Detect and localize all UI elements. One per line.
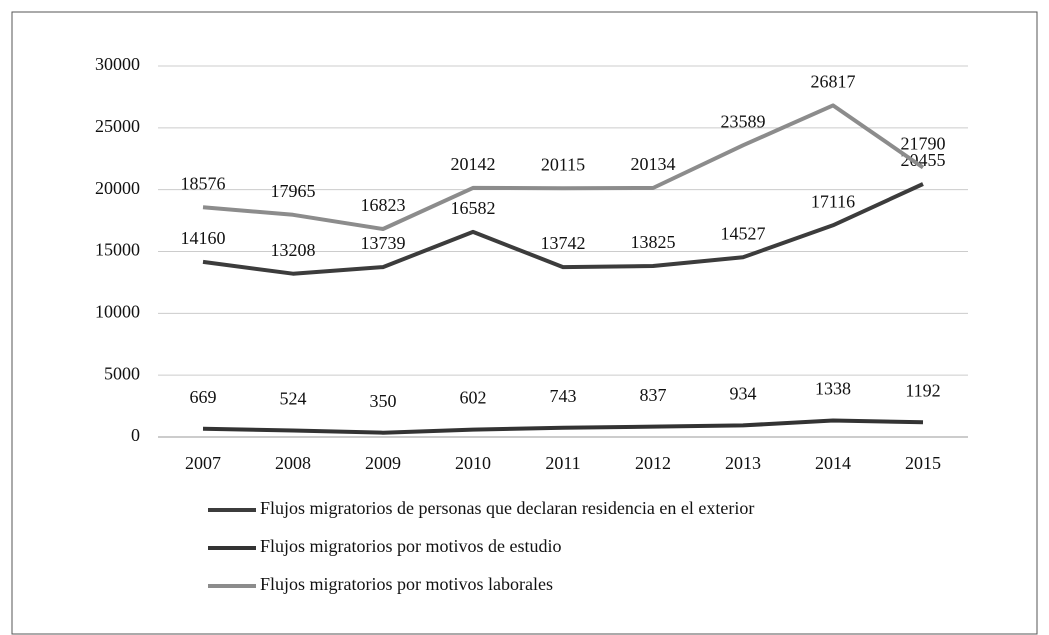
- data-label: 14160: [181, 228, 226, 248]
- data-label: 16582: [451, 198, 496, 218]
- x-tick-label: 2014: [815, 453, 851, 473]
- data-label: 20455: [901, 150, 946, 170]
- y-tick-label: 0: [131, 425, 140, 445]
- data-label: 934: [730, 384, 757, 404]
- data-label: 21790: [901, 134, 946, 154]
- x-tick-label: 2010: [455, 453, 491, 473]
- legend-label: Flujos migratorios por motivos de estudi…: [260, 536, 562, 556]
- data-label: 602: [460, 388, 487, 408]
- data-label: 26817: [811, 71, 856, 91]
- data-label: 20142: [451, 154, 496, 174]
- x-tick-label: 2008: [275, 453, 311, 473]
- x-tick-label: 2007: [185, 453, 221, 473]
- x-tick-label: 2011: [545, 453, 580, 473]
- data-label: 18576: [181, 173, 226, 193]
- legend-label: Flujos migratorios de personas que decla…: [260, 498, 754, 518]
- series-line: [202, 103, 925, 231]
- data-label: 16823: [361, 195, 406, 215]
- x-tick-label: 2009: [365, 453, 401, 473]
- y-tick-label: 25000: [95, 116, 140, 136]
- x-tick-label: 2012: [635, 453, 671, 473]
- y-tick-label: 30000: [95, 54, 140, 74]
- data-label: 23589: [721, 111, 766, 131]
- y-tick-label: 10000: [95, 301, 140, 321]
- data-label: 13208: [271, 240, 316, 260]
- data-label: 13825: [631, 232, 676, 252]
- data-label: 17116: [811, 191, 855, 211]
- data-label: 17965: [271, 181, 316, 201]
- legend-label: Flujos migratorios por motivos laborales: [260, 574, 553, 594]
- series-line: [202, 182, 924, 276]
- y-tick-label: 5000: [104, 363, 140, 383]
- data-label: 669: [190, 387, 217, 407]
- y-tick-label: 15000: [95, 240, 140, 260]
- series-line: [202, 418, 924, 435]
- data-label: 743: [550, 386, 577, 406]
- x-tick-label: 2013: [725, 453, 761, 473]
- data-label: 1338: [815, 379, 851, 399]
- frame: [11, 11, 1038, 635]
- data-label: 1192: [905, 380, 940, 400]
- y-tick-label: 20000: [95, 178, 140, 198]
- data-label: 524: [280, 389, 307, 409]
- data-label: 13739: [361, 233, 406, 253]
- data-label: 14527: [721, 223, 766, 243]
- data-label: 837: [640, 385, 667, 405]
- data-label: 20115: [541, 154, 585, 174]
- data-label: 13742: [541, 233, 586, 253]
- data-label: 20134: [631, 154, 676, 174]
- data-label: 350: [370, 391, 397, 411]
- x-tick-label: 2015: [905, 453, 941, 473]
